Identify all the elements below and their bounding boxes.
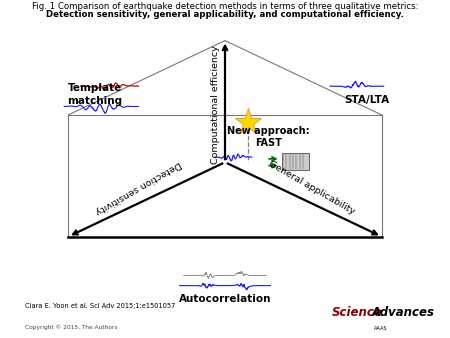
Text: Science: Science — [332, 307, 383, 319]
Bar — [282, 153, 309, 170]
Text: General applicability: General applicability — [267, 159, 356, 216]
Text: Detection sensitivity: Detection sensitivity — [94, 159, 183, 216]
Text: Copyright © 2015, The Authors: Copyright © 2015, The Authors — [25, 324, 117, 330]
Text: STA/LTA: STA/LTA — [345, 95, 390, 105]
Text: Template
matching: Template matching — [68, 83, 123, 106]
Text: Fig. 1 Comparison of earthquake detection methods in terms of three qualitative : Fig. 1 Comparison of earthquake detectio… — [32, 2, 418, 11]
Text: AAAS: AAAS — [374, 325, 388, 331]
Text: Computational efficiency: Computational efficiency — [212, 45, 220, 164]
Text: Autocorrelation: Autocorrelation — [179, 294, 271, 304]
Text: Clara E. Yoon et al. Sci Adv 2015;1:e1501057: Clara E. Yoon et al. Sci Adv 2015;1:e150… — [25, 303, 176, 309]
Text: New approach:
FAST: New approach: FAST — [227, 126, 310, 148]
Text: Advances: Advances — [371, 307, 434, 319]
Text: Detection sensitivity, general applicability, and computational efficiency.: Detection sensitivity, general applicabi… — [46, 10, 404, 19]
